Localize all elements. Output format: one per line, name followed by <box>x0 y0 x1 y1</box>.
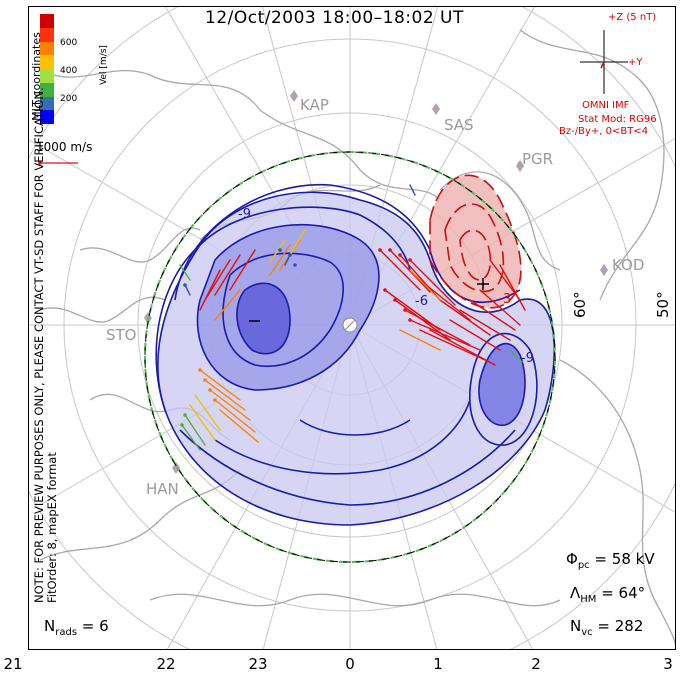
mlt-tick: 0 <box>345 655 355 673</box>
phi-pc-value: 58 kV <box>611 550 655 568</box>
colorbar-swatch <box>40 41 54 56</box>
imf-clock <box>580 30 628 94</box>
phi-pc-stat: Φpc = 58 kV <box>566 550 655 571</box>
colorbar-swatch <box>40 27 54 42</box>
colorbar-tick: 400 <box>60 66 78 76</box>
mlt-tick: 2 <box>531 655 541 673</box>
hm-boundary-outline <box>144 151 556 563</box>
mlt-tick: 3 <box>663 655 673 673</box>
n-rads-stat: Nrads = 6 <box>44 617 109 638</box>
station-label: KOD <box>612 256 645 274</box>
svg-text:-9: -9 <box>238 207 251 222</box>
max-marker <box>477 278 489 290</box>
positive-cell-fill <box>430 175 521 308</box>
mlt-tick: 23 <box>248 655 268 673</box>
fit-order-note: FitOrder: 8, mapEX format <box>45 452 59 603</box>
imf-stat-mod: Stat Mod: RG96 <box>578 114 657 125</box>
imf-source: OMNI IMF <box>582 100 630 111</box>
positive-contours <box>429 174 522 309</box>
colorbar-swatch <box>40 69 54 83</box>
colorbar-swatch <box>40 55 54 69</box>
imf-y-label: +Y <box>628 57 643 68</box>
side-notes: NOTE: FOR PREVIEW PURPOSES ONLY, PLEASE … <box>32 83 59 603</box>
mlt-tick: 1 <box>433 655 443 673</box>
station-label: STO <box>106 326 137 344</box>
colorbar <box>40 14 54 124</box>
n-rads-value: 6 <box>99 617 109 635</box>
dawn-cell <box>478 343 525 426</box>
lambda-hm-value: 64° <box>618 584 646 602</box>
negative-contours <box>155 183 556 526</box>
station-label: PGR <box>522 150 554 168</box>
imf-condition: Bz-/By+, 0<BT<4 <box>559 126 649 137</box>
n-vc-stat: Nvc = 282 <box>570 617 644 638</box>
lat-label: 50° <box>654 291 672 318</box>
station-label: KAP <box>300 96 329 114</box>
mlt-tick: 22 <box>156 655 176 673</box>
station-markers <box>144 90 608 474</box>
n-vc-value: 282 <box>614 617 644 635</box>
colorbar-swatch <box>40 82 54 97</box>
mlt-tick: 21 <box>3 655 23 673</box>
lat-label: 60° <box>571 291 589 318</box>
velocity-vectors <box>179 184 526 451</box>
station-label: HAN <box>146 480 179 498</box>
contour-labels: -9 -6 3 -9 <box>238 207 534 366</box>
svg-text:3: 3 <box>503 292 511 307</box>
colorbar-swatch <box>40 96 54 111</box>
station-label: SAS <box>444 116 474 134</box>
vector-scale-line <box>38 161 78 165</box>
imf-z-label: +Z (5 nT) <box>608 12 657 23</box>
colorbar-label: Vel [m/s] <box>98 45 109 85</box>
colorbar-swatch <box>40 110 54 124</box>
colorbar-tick: 200 <box>60 94 78 104</box>
pole-marker <box>342 317 358 333</box>
vector-dots <box>180 248 412 427</box>
plot-title: 12/Oct/2003 18:00–18:02 UT <box>205 8 464 28</box>
vector-scale-label: 1000 m/s <box>36 140 93 154</box>
colorbar-tick: 600 <box>60 38 78 48</box>
svg-text:-6: -6 <box>415 294 428 309</box>
colorbar-swatch <box>40 14 54 28</box>
negative-cell-core <box>236 283 290 354</box>
svg-text:-9: -9 <box>521 351 534 366</box>
lambda-hm-stat: ΛHM = 64° <box>570 584 646 605</box>
